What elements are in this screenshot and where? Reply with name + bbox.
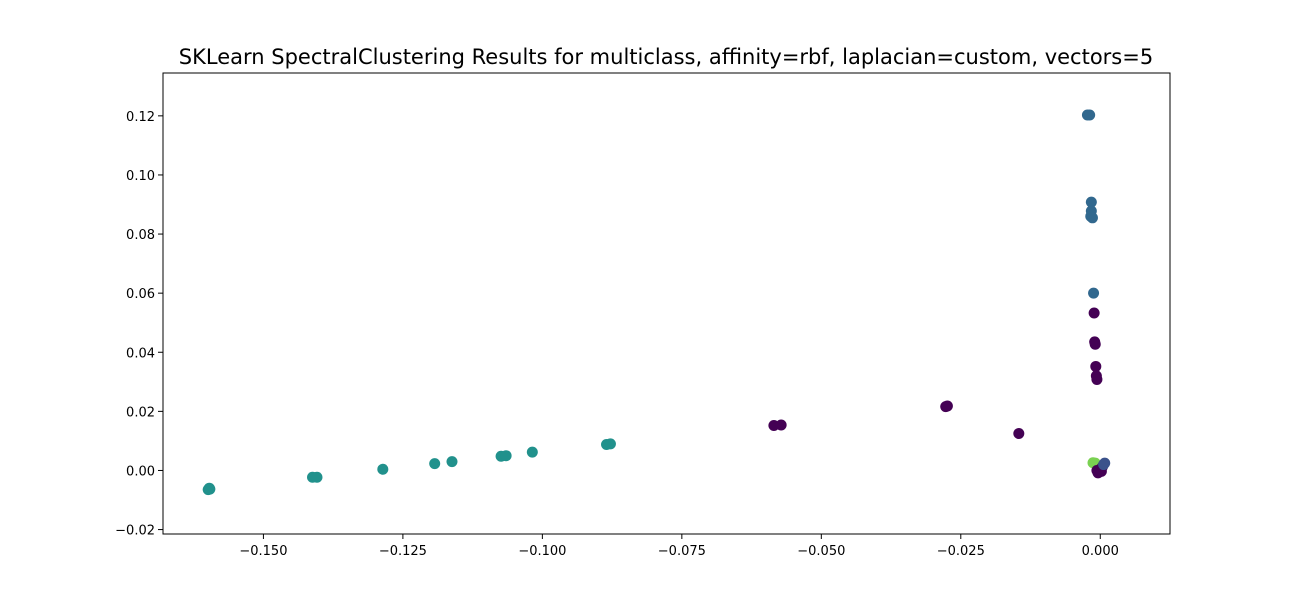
data-point: [500, 450, 512, 462]
plot-frame: [162, 72, 1171, 535]
y-tick-label: 0.02: [126, 405, 155, 420]
data-point: [526, 446, 538, 458]
y-tick-label: 0.00: [126, 464, 155, 479]
data-point: [204, 483, 216, 495]
x-tick-label: −0.025: [937, 544, 985, 559]
y-axis: −0.02 0.00 0.02 0.04 0.06 0.08 0.10 0.12: [115, 110, 163, 539]
y-tick-label: −0.02: [115, 524, 155, 539]
y-tick-label: 0.04: [126, 346, 155, 361]
data-point: [1013, 428, 1025, 440]
data-point: [1086, 212, 1098, 224]
y-tick-label: 0.12: [126, 110, 155, 125]
x-tick-label: −0.050: [797, 544, 845, 559]
data-point: [1088, 307, 1100, 319]
data-point: [377, 463, 389, 475]
data-point: [1084, 109, 1096, 121]
data-point: [1099, 457, 1111, 469]
data-point: [941, 400, 953, 412]
data-point: [311, 471, 323, 483]
data-point: [429, 458, 441, 470]
x-tick-label: −0.075: [658, 544, 706, 559]
data-point: [1089, 338, 1101, 350]
data-point: [1090, 360, 1102, 372]
points-layer: [202, 109, 1111, 496]
chart-title: SKLearn SpectralClustering Results for m…: [179, 45, 1153, 69]
data-point: [604, 438, 616, 450]
data-point: [1085, 196, 1097, 208]
x-tick-label: 0.000: [1082, 544, 1119, 559]
y-tick-label: 0.06: [126, 287, 155, 302]
data-point: [446, 456, 458, 468]
data-point: [1088, 287, 1100, 299]
x-tick-label: −0.125: [379, 544, 427, 559]
y-tick-label: 0.08: [126, 228, 155, 243]
x-tick-label: −0.150: [239, 544, 287, 559]
data-point: [1091, 373, 1103, 385]
data-point: [775, 419, 787, 431]
x-tick-label: −0.100: [518, 544, 566, 559]
y-tick-label: 0.10: [126, 169, 155, 184]
x-axis: −0.150 −0.125 −0.100 −0.075 −0.050 −0.025 0.00…: [239, 534, 1119, 559]
